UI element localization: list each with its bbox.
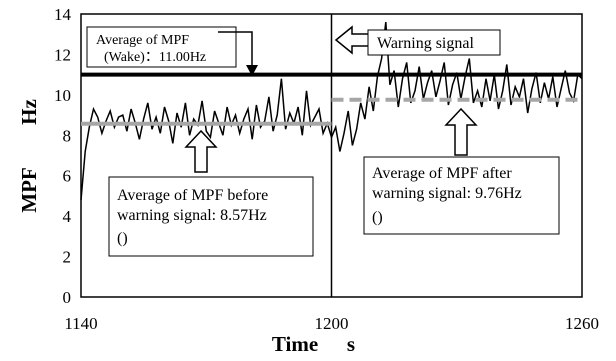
x-tick-label: 1260 bbox=[565, 314, 599, 333]
x-axis-title: Time bbox=[272, 332, 318, 356]
x-tick-label: 1140 bbox=[64, 314, 97, 333]
y-axis-unit: Hz bbox=[17, 99, 41, 125]
y-tick-label: 8 bbox=[63, 126, 72, 145]
wake-annotation-line1: Average of MPF bbox=[96, 33, 189, 48]
y-tick-label: 4 bbox=[63, 207, 72, 226]
after-annotation-line3: () bbox=[372, 209, 383, 226]
y-tick-label: 2 bbox=[63, 248, 72, 267]
before-annotation-line3: () bbox=[117, 230, 128, 247]
y-tick-label: 6 bbox=[63, 167, 72, 186]
before-annotation-line1: Average of MPF before bbox=[117, 187, 268, 204]
x-tick-label: 1200 bbox=[315, 314, 349, 333]
x-axis-ticks: 1140 1200 1260 bbox=[64, 314, 599, 333]
y-tick-label: 10 bbox=[54, 86, 71, 105]
y-tick-label: 12 bbox=[54, 45, 71, 64]
y-tick-label: 14 bbox=[54, 5, 72, 24]
x-axis-unit: s bbox=[347, 332, 355, 356]
wake-annotation-line2: (Wake)：11.00Hz bbox=[104, 50, 206, 65]
warning-annotation-text: Warning signal bbox=[377, 35, 474, 52]
after-annotation-line1: Average of MPF after bbox=[372, 165, 512, 182]
y-axis-ticks: 0 2 4 6 8 10 12 14 bbox=[54, 5, 72, 307]
y-tick-label: 0 bbox=[63, 288, 72, 307]
before-annotation-line2: warning signal: 8.57Hz bbox=[117, 207, 267, 224]
y-axis-title: MPF bbox=[17, 167, 41, 212]
after-annotation-line2: warning signal: 9.76Hz bbox=[372, 185, 522, 202]
